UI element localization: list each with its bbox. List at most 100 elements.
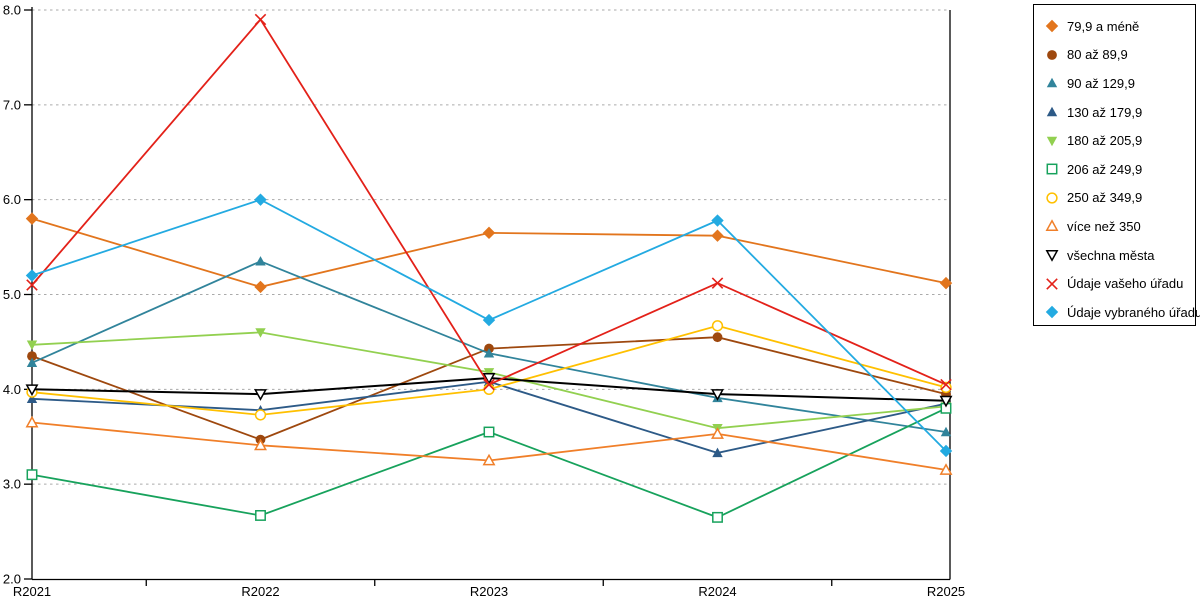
y-tick-label: 5.0 xyxy=(3,287,21,302)
series-marker-diamond xyxy=(25,212,39,225)
legend-label: 80 až 89,9 xyxy=(1067,47,1128,63)
legend-item: více než 350 xyxy=(1044,212,1195,241)
series-marker-diamond xyxy=(482,226,496,240)
series-markers xyxy=(25,193,953,458)
series-marker-square xyxy=(483,426,495,438)
legend-item: 80 až 89,9 xyxy=(1044,41,1195,70)
legend-label: 130 až 179,9 xyxy=(1067,104,1143,120)
series-marker-triangle-down xyxy=(711,389,724,401)
series-marker-triangle-down xyxy=(254,389,267,401)
series-marker-triangle-down xyxy=(482,373,496,385)
series-marker-diamond xyxy=(482,313,496,327)
series-marker-circle xyxy=(711,320,724,332)
series-marker-x xyxy=(1046,277,1058,290)
y-tick-label: 2.0 xyxy=(3,572,21,587)
series-marker-triangle-up xyxy=(711,427,724,439)
legend-label: 180 až 205,9 xyxy=(1067,133,1143,149)
series-marker-triangle-down xyxy=(483,368,495,378)
series-marker-triangle-up xyxy=(712,447,723,458)
series-marker-square xyxy=(26,469,38,481)
series-markers xyxy=(25,415,953,475)
legend-label: 79,9 a méně xyxy=(1067,18,1140,34)
series-marker-x xyxy=(254,13,267,26)
legend-marker-triangle-down-icon xyxy=(1045,250,1059,262)
series-markers xyxy=(26,402,952,523)
legend-marker-diamond-icon xyxy=(1045,306,1059,319)
y-tick-label: 6.0 xyxy=(3,192,21,207)
legend-marker-circle-icon xyxy=(1047,49,1057,60)
legend-label: Údaje vašeho úřadu xyxy=(1067,276,1184,292)
legend-item: 250 až 349,9 xyxy=(1044,184,1195,213)
series-marker-triangle-up xyxy=(25,415,39,428)
legend-marker-square-icon xyxy=(1046,163,1058,175)
legend-label: všechna města xyxy=(1067,247,1155,263)
series-marker-diamond xyxy=(1045,306,1059,319)
x-tick-label: R2021 xyxy=(13,584,51,599)
series-markers xyxy=(25,373,953,408)
series-marker-circle xyxy=(254,409,267,421)
x-tick-label: R2023 xyxy=(470,584,508,599)
series-marker-triangle-up xyxy=(939,463,953,475)
legend-marker-triangle-up-icon xyxy=(1046,78,1058,88)
series-marker-triangle-up xyxy=(26,357,38,367)
series-marker-triangle-up xyxy=(26,393,38,404)
legend-marker-diamond-icon xyxy=(1045,20,1059,33)
series-marker-triangle-up xyxy=(1046,78,1058,88)
legend-label: 250 až 349,9 xyxy=(1067,190,1143,206)
series-marker-diamond xyxy=(939,276,953,290)
legend-label: Údaje vybraného úřadu xyxy=(1067,304,1200,320)
legend-marker-triangle-up-icon xyxy=(1045,219,1059,232)
legend-marker-x-icon xyxy=(1046,277,1058,290)
series-marker-circle xyxy=(712,332,723,343)
series-marker-x xyxy=(26,279,38,291)
y-tick-label: 4.0 xyxy=(3,382,21,397)
legend-item: 130 až 179,9 xyxy=(1044,98,1195,127)
series-marker-diamond xyxy=(939,444,953,458)
series-marker-square xyxy=(712,511,723,523)
series-marker-diamond xyxy=(1045,20,1059,33)
x-tick-label: R2022 xyxy=(241,584,279,599)
legend-item: 180 až 205,9 xyxy=(1044,126,1195,155)
series-marker-x xyxy=(940,378,952,391)
series-marker-circle xyxy=(483,383,495,395)
legend-label: 206 až 249,9 xyxy=(1067,161,1143,177)
legend-item: 90 až 129,9 xyxy=(1044,69,1195,98)
legend-item: 79,9 a méně xyxy=(1044,12,1195,41)
series-markers xyxy=(26,256,952,437)
series-marker-triangle-down xyxy=(26,340,38,350)
series-marker-triangle-down xyxy=(25,384,39,397)
series-marker-triangle-up xyxy=(940,426,952,437)
series-marker-circle xyxy=(1047,49,1057,60)
series-marker-triangle-up xyxy=(254,438,267,451)
series-marker-square xyxy=(1046,163,1058,175)
series-marker-circle xyxy=(1046,192,1058,204)
legend-item: 206 až 249,9 xyxy=(1044,155,1195,184)
legend-label: více než 350 xyxy=(1067,218,1141,234)
series-marker-diamond xyxy=(254,193,267,206)
series-markers xyxy=(25,212,953,294)
series-markers xyxy=(26,13,952,391)
y-tick-label: 3.0 xyxy=(3,477,21,492)
series-marker-triangle-up xyxy=(483,348,495,358)
series-marker-diamond xyxy=(711,229,724,242)
series-marker-triangle-down xyxy=(1045,250,1059,262)
legend-marker-circle-icon xyxy=(1046,192,1058,204)
series-marker-circle xyxy=(940,381,952,394)
series-marker-circle xyxy=(27,351,37,362)
series-marker-triangle-up xyxy=(482,453,496,466)
series-marker-triangle-down xyxy=(1046,136,1058,146)
legend-item: Údaje vašeho úřadu xyxy=(1044,269,1195,298)
series-marker-square xyxy=(255,510,266,521)
y-tick-label: 8.0 xyxy=(3,3,21,18)
series-marker-triangle-down xyxy=(939,395,953,408)
series-marker-triangle-down xyxy=(255,328,266,338)
y-tick-label: 7.0 xyxy=(3,97,21,112)
legend-marker-triangle-up-icon xyxy=(1046,106,1058,117)
series-marker-triangle-up xyxy=(1046,106,1058,117)
legend: 79,9 a méně 80 až 89,9 90 až 129,9 130 až 1… xyxy=(1033,4,1200,326)
x-tick-label: R2024 xyxy=(698,584,736,599)
series-marker-diamond xyxy=(25,269,39,282)
series-marker-x xyxy=(483,378,495,391)
series-marker-diamond xyxy=(254,280,267,294)
